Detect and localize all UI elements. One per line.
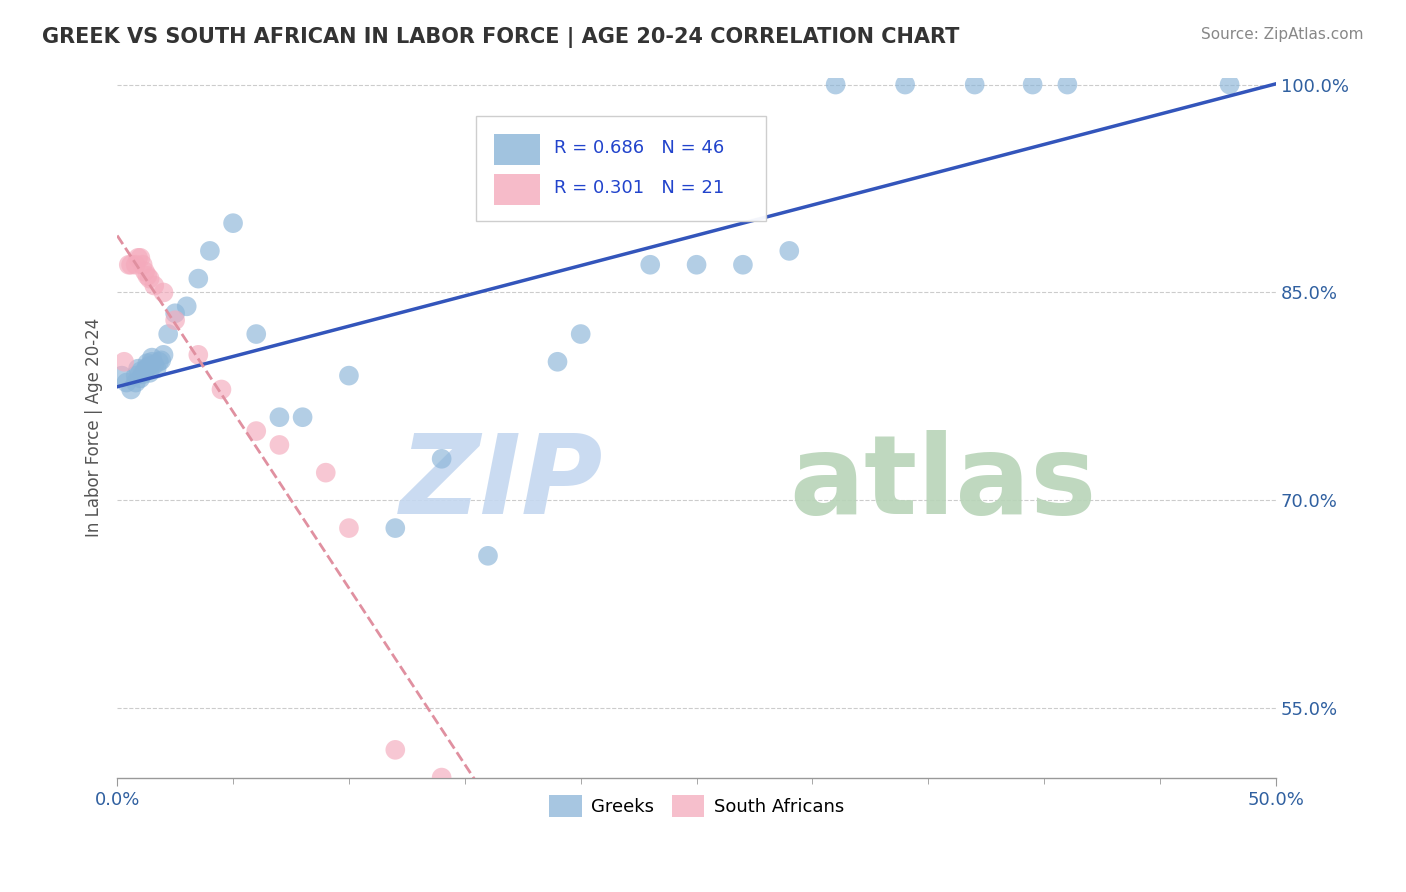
Point bbox=[211, 383, 233, 397]
Point bbox=[152, 348, 174, 362]
Point bbox=[138, 366, 160, 380]
Point bbox=[136, 356, 159, 370]
Point bbox=[131, 258, 153, 272]
Point bbox=[152, 285, 174, 300]
Point bbox=[115, 376, 138, 390]
Point bbox=[125, 376, 148, 390]
Point bbox=[824, 78, 846, 92]
Point bbox=[141, 351, 163, 365]
Point bbox=[198, 244, 221, 258]
Point bbox=[894, 78, 917, 92]
Bar bbox=[494, 174, 540, 205]
Y-axis label: In Labor Force | Age 20-24: In Labor Force | Age 20-24 bbox=[86, 318, 103, 537]
Point bbox=[731, 258, 754, 272]
Point bbox=[125, 368, 148, 383]
Point bbox=[384, 521, 406, 535]
Point bbox=[337, 368, 360, 383]
Point bbox=[269, 438, 291, 452]
Point bbox=[222, 216, 245, 230]
Point bbox=[291, 410, 314, 425]
Point bbox=[187, 271, 209, 285]
Legend: Greeks, South Africans: Greeks, South Africans bbox=[543, 788, 851, 824]
Point bbox=[638, 258, 661, 272]
Point bbox=[150, 353, 173, 368]
Point bbox=[430, 451, 453, 466]
Point bbox=[269, 410, 291, 425]
Point bbox=[120, 258, 142, 272]
Point bbox=[134, 265, 156, 279]
Text: atlas: atlas bbox=[789, 430, 1097, 537]
Point bbox=[131, 368, 153, 382]
Point bbox=[430, 771, 453, 785]
Point bbox=[685, 258, 707, 272]
Text: R = 0.301   N = 21: R = 0.301 N = 21 bbox=[554, 178, 724, 196]
Point bbox=[129, 364, 152, 378]
Point bbox=[145, 361, 167, 376]
Point bbox=[547, 355, 569, 369]
Text: GREEK VS SOUTH AFRICAN IN LABOR FORCE | AGE 20-24 CORRELATION CHART: GREEK VS SOUTH AFRICAN IN LABOR FORCE | … bbox=[42, 27, 959, 48]
Point bbox=[176, 299, 198, 313]
Point bbox=[1021, 78, 1043, 92]
Bar bbox=[494, 134, 540, 165]
Point bbox=[143, 358, 166, 372]
Point bbox=[127, 361, 149, 376]
Point bbox=[148, 355, 170, 369]
Text: ZIP: ZIP bbox=[401, 430, 603, 537]
Point bbox=[165, 313, 187, 327]
Point bbox=[136, 360, 159, 375]
Point bbox=[125, 258, 148, 272]
Point bbox=[111, 368, 134, 383]
Point bbox=[315, 466, 337, 480]
Point bbox=[136, 268, 159, 283]
Point bbox=[118, 258, 141, 272]
Point bbox=[129, 371, 152, 385]
Point bbox=[245, 424, 267, 438]
Point bbox=[187, 348, 209, 362]
Point bbox=[165, 306, 187, 320]
Point bbox=[778, 244, 800, 258]
Point bbox=[129, 251, 152, 265]
Point bbox=[134, 363, 156, 377]
Point bbox=[112, 355, 135, 369]
Point bbox=[138, 359, 160, 373]
Point bbox=[120, 383, 142, 397]
FancyBboxPatch shape bbox=[477, 116, 766, 221]
Text: Source: ZipAtlas.com: Source: ZipAtlas.com bbox=[1201, 27, 1364, 42]
Point bbox=[138, 271, 160, 285]
Text: R = 0.686   N = 46: R = 0.686 N = 46 bbox=[554, 138, 724, 157]
Point bbox=[963, 78, 986, 92]
Point bbox=[569, 326, 592, 341]
Point bbox=[477, 549, 499, 563]
Point bbox=[1219, 78, 1241, 92]
Point bbox=[384, 743, 406, 757]
Point bbox=[157, 326, 180, 341]
Point bbox=[1056, 78, 1078, 92]
Point bbox=[143, 278, 166, 293]
Point bbox=[127, 251, 149, 265]
Point bbox=[337, 521, 360, 535]
Point bbox=[245, 326, 267, 341]
Point bbox=[141, 355, 163, 369]
